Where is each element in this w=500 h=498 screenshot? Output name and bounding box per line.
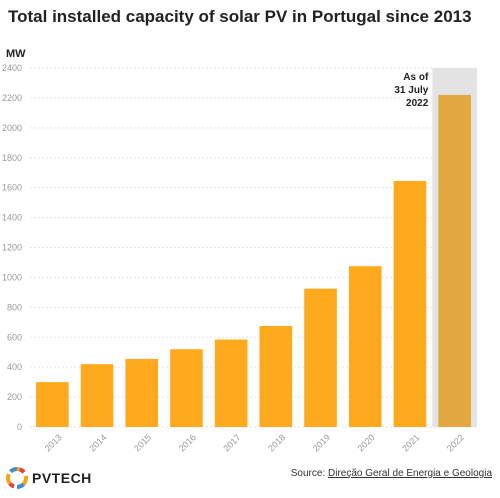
- annotation-line: 2022: [406, 98, 429, 109]
- y-tick-label: 400: [7, 362, 22, 372]
- y-tick-label: 1800: [2, 153, 22, 163]
- source-prefix: Source:: [290, 468, 329, 479]
- bar-2014: [80, 364, 114, 427]
- footer: PVTECH Source: Direção Geral de Energia …: [0, 462, 500, 498]
- x-tick-label: 2022: [445, 432, 466, 453]
- bar-2020: [348, 266, 382, 427]
- chart-title: Total installed capacity of solar PV in …: [8, 7, 472, 26]
- bar-2017: [214, 339, 248, 427]
- y-tick-label: 1600: [2, 183, 22, 193]
- y-tick-label: 1400: [2, 213, 22, 223]
- bar-2013: [36, 382, 69, 427]
- y-tick-label: 2400: [2, 63, 22, 73]
- annotation-line: As of: [403, 72, 429, 83]
- bar-2021: [393, 180, 427, 427]
- y-tick-label: 600: [7, 332, 22, 342]
- source-note: Source: Direção Geral de Energia e Geolo…: [291, 468, 492, 479]
- y-tick-label: 800: [7, 302, 22, 312]
- annotation-line: 31 July: [394, 85, 428, 96]
- bar-2018: [259, 326, 293, 427]
- logo-text: PVTECH: [32, 470, 92, 486]
- x-tick-label: 2015: [132, 432, 153, 453]
- y-tick-label: 2000: [2, 123, 22, 133]
- y-tick-label: 1200: [2, 243, 22, 253]
- pvtech-logo: PVTECH: [4, 465, 92, 491]
- y-tick-label: 1000: [2, 272, 22, 282]
- x-tick-label: 2021: [400, 432, 421, 453]
- bar-2022: [438, 94, 471, 428]
- x-tick-label: 2017: [221, 432, 242, 453]
- bar-2016: [170, 349, 203, 427]
- source-link[interactable]: Direção Geral de Energia e Geologia: [328, 468, 492, 479]
- x-tick-label: 2014: [87, 432, 108, 453]
- pvtech-logo-icon: [6, 467, 28, 489]
- y-tick-label: 0: [17, 422, 22, 432]
- x-tick-label: 2019: [311, 432, 332, 453]
- bar-2019: [304, 288, 337, 427]
- y-axis-unit-label: MW: [6, 48, 26, 60]
- bar-chart: 0 200 400 600 800 1000 1200 1400 1600 1800 2000 220…: [2, 63, 477, 453]
- x-tick-label: 2016: [177, 432, 198, 453]
- y-tick-label: 2200: [2, 93, 22, 103]
- x-tick-label: 2013: [43, 432, 64, 453]
- x-tick-label: 2018: [266, 432, 287, 453]
- bar-2015: [125, 358, 159, 427]
- y-tick-label: 200: [7, 392, 22, 402]
- x-tick-label: 2020: [356, 432, 377, 453]
